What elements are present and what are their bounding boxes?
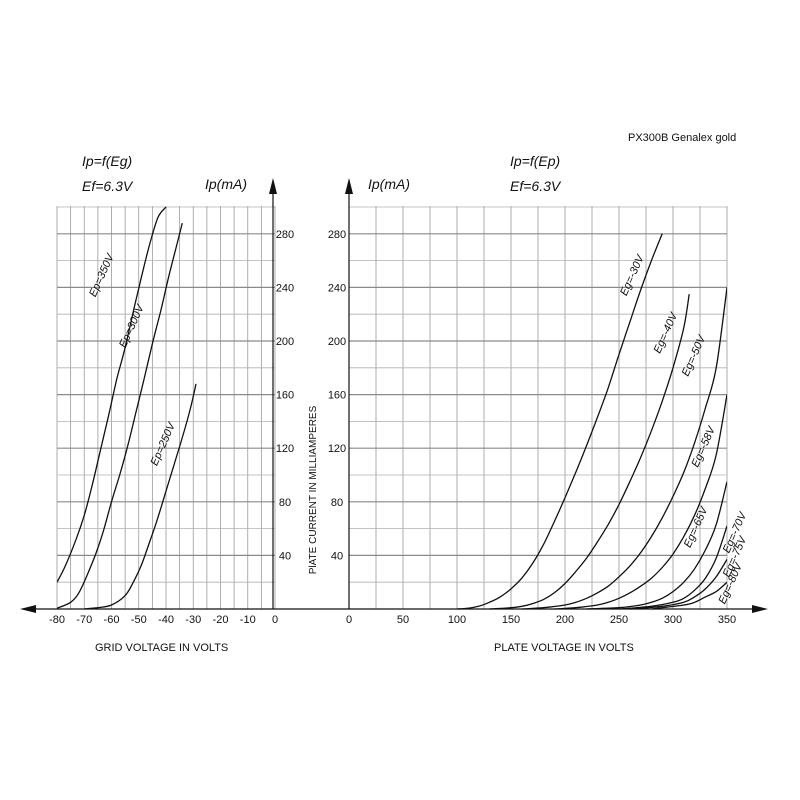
x-tick-label: 0 (346, 614, 352, 626)
curve-eg-30v (456, 233, 663, 610)
y-tick-label: 40 (279, 550, 291, 562)
curve-label: Eg=-65V (682, 504, 711, 550)
y-tick-label: 160 (276, 390, 294, 402)
right-y-axis-arrow-icon (345, 178, 353, 194)
curve-eg-40v (489, 293, 690, 610)
left-y-axis-arrow-icon (269, 178, 277, 194)
left-annotation-2: Ef=6.3V (82, 178, 134, 194)
x-tick-label: -30 (185, 614, 201, 626)
curve-label: Eg=-40V (652, 309, 681, 355)
y-tick-label: 80 (331, 497, 343, 509)
x-axis-left-arrow-icon (20, 605, 36, 613)
x-tick-label: 0 (272, 614, 278, 626)
x-tick-label: 100 (448, 614, 466, 626)
curve-eg-65v (586, 481, 727, 610)
x-tick-label: -80 (49, 614, 65, 626)
curve-eg-50v (521, 287, 727, 610)
y-tick-label: 240 (276, 282, 294, 294)
curve-eg-70v (618, 525, 727, 610)
y-tick-label: 200 (328, 336, 346, 348)
curve-label: Ep=300V (117, 302, 147, 350)
curve-label: Eg=-30V (618, 252, 647, 298)
x-axis-right-arrow-icon (752, 605, 768, 613)
curve-eg-75v (629, 559, 727, 610)
curve-ep-300v (57, 222, 183, 609)
grid (56, 206, 728, 609)
curve-eg-80v (651, 581, 727, 610)
left-annotation-1: Ip=f(Eg) (82, 153, 132, 169)
right-ylabel: Ip(mA) (368, 176, 410, 192)
curve-ep-350v (57, 206, 167, 583)
x-tick-label: 350 (718, 614, 736, 626)
left-xlabel: GRID VOLTAGE IN VOLTS (95, 642, 228, 654)
x-tick-label: 50 (397, 614, 409, 626)
y-tick-label: 200 (276, 336, 294, 348)
model-title: PX300B Genalex gold (628, 132, 737, 144)
y-tick-label: 40 (331, 550, 343, 562)
curve-label: Eg=-80V (716, 560, 745, 606)
right-xlabel: PLATE VOLTAGE IN VOLTS (494, 642, 634, 654)
left-ylabel: Ip(mA) (205, 176, 247, 192)
x-tick-label: -60 (104, 614, 120, 626)
x-tick-label: 200 (556, 614, 574, 626)
x-tick-label: -50 (131, 614, 147, 626)
y-tick-label: 120 (276, 443, 294, 455)
y-tick-label: 280 (276, 229, 294, 241)
x-tick-label: -10 (240, 614, 256, 626)
x-tick-label: -40 (158, 614, 174, 626)
x-tick-label: 150 (502, 614, 520, 626)
curves (57, 206, 727, 610)
x-tick-label: 300 (664, 614, 682, 626)
plate-current-axis-label: PlATE CURRENT IN MILLIAMPERES (308, 405, 319, 574)
right-annotation-2: Ef=6.3V (510, 178, 562, 194)
y-tick-label: 280 (328, 229, 346, 241)
curve-label: Ep=350V (87, 251, 117, 299)
x-tick-label: -70 (76, 614, 92, 626)
axes (20, 178, 768, 613)
y-tick-label: 80 (279, 497, 291, 509)
x-tick-label: -20 (213, 614, 229, 626)
curve-ep-250v (84, 383, 197, 610)
y-tick-label: 160 (328, 390, 346, 402)
curve-eg-58v (554, 394, 727, 610)
x-tick-label: 250 (610, 614, 628, 626)
curve-label: Ep=250V (149, 420, 179, 468)
y-tick-label: 120 (328, 443, 346, 455)
y-tick-label: 240 (328, 282, 346, 294)
curve-label: Eg=-50V (680, 332, 709, 378)
right-annotation-1: Ip=f(Ep) (510, 153, 560, 169)
